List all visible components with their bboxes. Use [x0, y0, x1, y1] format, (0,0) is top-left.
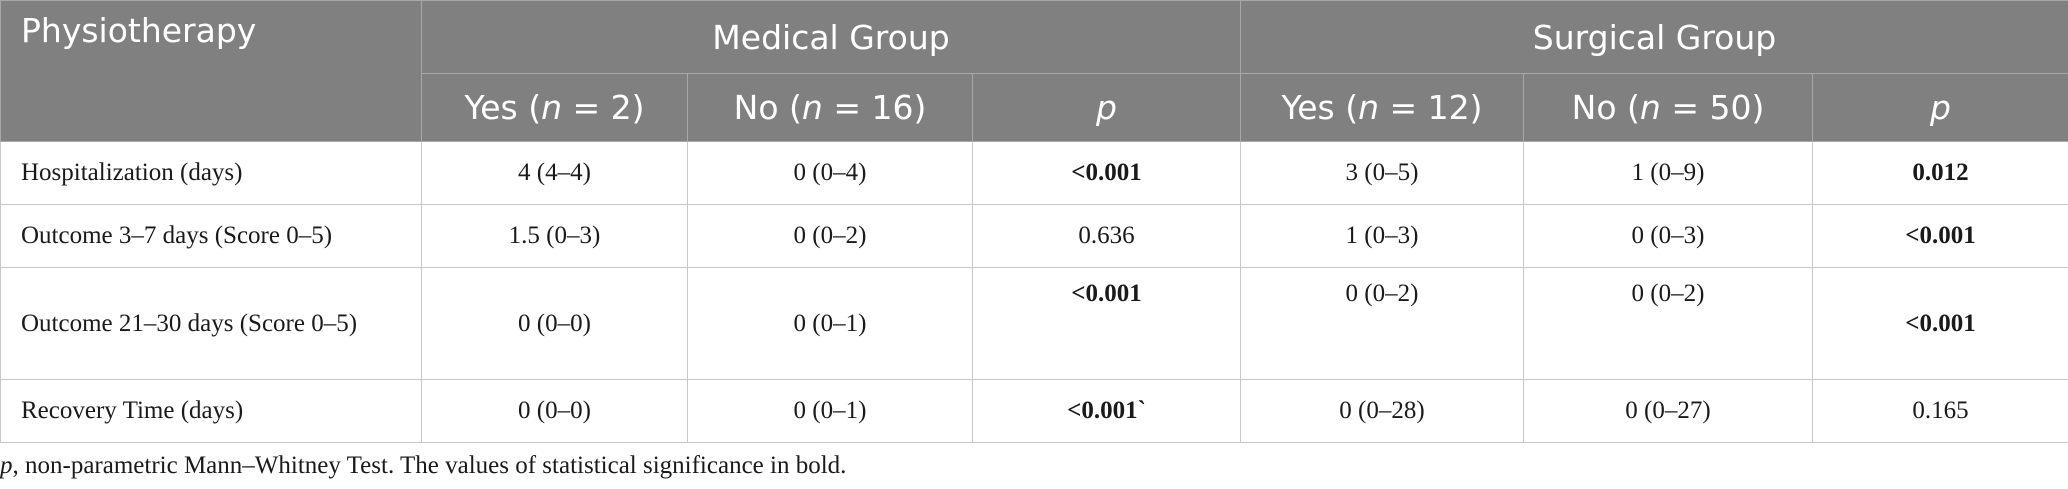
table-cell: 0 (0–2): [1240, 267, 1524, 380]
table-row: Hospitalization (days) 4 (4–4) 0 (0–4) <0.0…: [0, 141, 2068, 205]
table-cell: 0 (0–2): [687, 204, 973, 268]
table-cell: 0 (0–27): [1523, 379, 1813, 443]
table-row: Outcome 21–30 days (Score 0–5) 0 (0–0) 0 (…: [0, 267, 2068, 380]
table-cell: 1 (0–9): [1523, 141, 1813, 205]
header-text: No (: [1571, 88, 1640, 127]
table-cell: 1.5 (0–3): [421, 204, 688, 268]
table-cell: <0.001: [1811, 204, 2068, 268]
column-header: No (n = 50): [1523, 73, 1813, 142]
header-text: = 16): [822, 88, 927, 127]
table-header: Physiotherapy Medical Group Surgical Group…: [0, 0, 2068, 142]
row-label: Outcome 3–7 days (Score 0–5): [0, 204, 422, 268]
header-symbol: n: [801, 88, 823, 127]
column-header: p: [1811, 73, 2068, 142]
table-cell: <0.001: [1811, 267, 2068, 380]
footnote-text: , non-parametric Mann–Whitney Test. The …: [12, 452, 847, 479]
table-cell: 0.636: [972, 204, 1241, 268]
table-cell: 0 (0–28): [1240, 379, 1524, 443]
corner-cell: Physiotherapy: [0, 0, 422, 142]
table-cell: 0 (0–1): [687, 267, 973, 380]
column-header: No (n = 16): [687, 73, 973, 142]
footnote: p, non-parametric Mann–Whitney Test. The…: [0, 452, 846, 480]
table-cell: <0.001`: [972, 379, 1241, 443]
table-cell: 0 (0–0): [421, 267, 688, 380]
table-cell: <0.001: [972, 267, 1241, 380]
table-row: Outcome 3–7 days (Score 0–5) 1.5 (0–3) 0 (…: [0, 204, 2068, 268]
table-cell: <0.001: [972, 141, 1241, 205]
footnote-symbol: p: [0, 452, 13, 479]
table-cell: 0.012: [1811, 141, 2068, 205]
header-text: = 50): [1660, 88, 1765, 127]
row-label: Outcome 21–30 days (Score 0–5): [0, 267, 422, 380]
header-text: No (: [733, 88, 802, 127]
header-symbol: n: [1358, 88, 1380, 127]
table-cell: 0 (0–4): [687, 141, 973, 205]
column-header: p: [972, 73, 1241, 142]
header-symbol: p: [1930, 88, 1951, 127]
data-table: Physiotherapy Medical Group Surgical Group…: [0, 0, 2068, 443]
header-text: Yes (: [464, 88, 542, 127]
header-symbol: n: [1639, 88, 1661, 127]
table-cell: 4 (4–4): [421, 141, 688, 205]
group-header: Surgical Group: [1239, 0, 2068, 74]
header-row: Physiotherapy Medical Group Surgical Group: [0, 0, 2068, 142]
table-cell: 0 (0–1): [687, 379, 973, 443]
table-cell: 1 (0–3): [1240, 204, 1524, 268]
column-header: Yes (n = 12): [1240, 73, 1524, 142]
row-label: Hospitalization (days): [0, 141, 422, 205]
header-symbol: p: [1096, 88, 1117, 127]
table-cell: 0.165: [1811, 379, 2068, 443]
row-label: Recovery Time (days): [0, 379, 422, 443]
table-cell: 3 (0–5): [1240, 141, 1524, 205]
group-header: Medical Group: [421, 0, 1241, 74]
header-row: Yes (n = 2) No (n = 16) p Yes (n = 12) No (n…: [1, 73, 2068, 142]
header-text: = 2): [562, 88, 645, 127]
table-cell: 0 (0–0): [421, 379, 688, 443]
header-text: = 12): [1379, 88, 1483, 127]
column-header: Yes (n = 2): [421, 73, 688, 142]
table-cell: 0 (0–2): [1523, 267, 1813, 380]
header-text: Yes (: [1281, 88, 1359, 127]
table-row: Recovery Time (days) 0 (0–0) 0 (0–1) <0.001…: [0, 379, 2068, 443]
table-cell: 0 (0–3): [1523, 204, 1813, 268]
header-symbol: n: [541, 88, 563, 127]
table-body: Hospitalization (days) 4 (4–4) 0 (0–4) <0.0…: [0, 141, 2068, 443]
